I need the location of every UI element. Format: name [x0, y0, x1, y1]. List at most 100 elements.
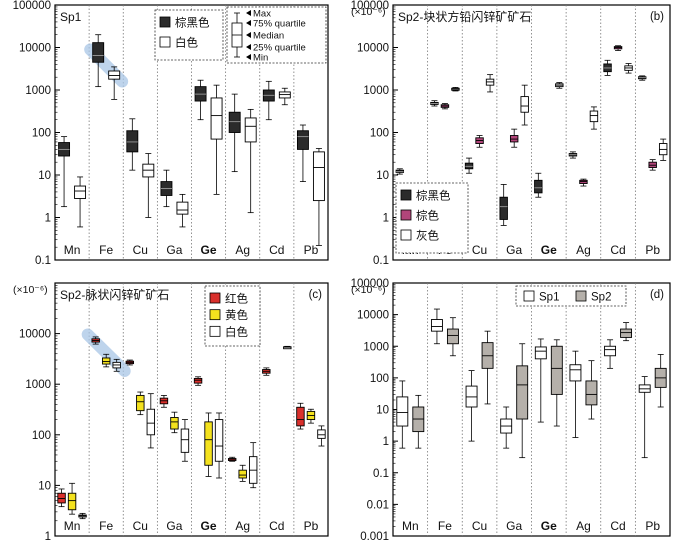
legend-label: 红色: [225, 292, 248, 306]
element-label-pb: Pb: [645, 243, 660, 257]
box-iqr: [228, 111, 241, 133]
box-mn-1: [74, 176, 87, 228]
box-iqr: [146, 408, 156, 436]
legend-label: Sp2: [591, 292, 611, 304]
box-iqr: [176, 201, 189, 215]
legend-swatch: [400, 229, 412, 241]
y-tick-label: 1: [383, 213, 389, 225]
box-iqr: [604, 345, 617, 357]
panel-title: Sp2-脉状闪锌矿矿石: [60, 287, 169, 302]
box-cu-1: [136, 391, 145, 416]
box-cu-1: [142, 153, 155, 218]
panel-a: 0.1 1 10 100 1000 10000 100000 Mn Fe Cu Ga Ge Ag Cd Pb…: [13, 0, 329, 267]
element-label-cu: Cu: [133, 243, 148, 257]
element-label-mn: Mn: [402, 519, 419, 533]
box-pb-0: [296, 124, 309, 182]
key-label: Max: [253, 9, 271, 20]
box-mn-0: [396, 380, 409, 449]
box-ge-1: [550, 339, 563, 427]
box-ag-0: [228, 93, 241, 173]
y-tick-label: 10: [38, 480, 51, 492]
box-iqr: [534, 179, 543, 194]
element-label-cd: Cd: [269, 243, 284, 257]
box-fe-0: [430, 308, 443, 345]
element-label-pb: Pb: [304, 519, 319, 533]
y-tick-label: 0.001: [360, 531, 389, 543]
y-tick-label: 0.1: [373, 468, 389, 480]
box-iqr: [180, 428, 190, 453]
y-tick-label: 100000: [351, 278, 389, 290]
element-label-mn: Mn: [64, 519, 81, 533]
box-iqr: [101, 357, 111, 365]
element-label-ga: Ga: [506, 519, 522, 533]
element-label-ag: Ag: [235, 519, 250, 533]
box-pb-1: [654, 354, 667, 408]
box-iqr: [534, 346, 547, 360]
box-iqr: [74, 185, 87, 199]
box-pb-0: [296, 402, 305, 430]
box-iqr: [585, 380, 598, 406]
box-mn-0: [395, 168, 405, 175]
legend-swatch: [209, 309, 221, 321]
box-iqr: [430, 319, 443, 332]
box-ga-2: [520, 84, 529, 126]
element-label-fe: Fe: [99, 243, 113, 257]
box-fe-1: [108, 66, 121, 100]
y-tick-label: 1000: [25, 379, 51, 391]
box-iqr: [317, 429, 326, 439]
box-cu-1: [475, 135, 484, 148]
box-iqr: [396, 396, 409, 427]
legend-frame: [154, 9, 224, 61]
y-tick-label: 10: [376, 405, 389, 417]
y-tick-label: 100: [370, 128, 389, 140]
box-iqr: [204, 421, 213, 466]
y-tick-label: 10: [376, 170, 389, 182]
legend-swatch: [159, 36, 171, 48]
box-iqr: [193, 377, 203, 384]
box-iqr: [446, 328, 459, 345]
element-label-pb: Pb: [304, 243, 319, 257]
legend-label: 白色: [225, 325, 248, 339]
box-iqr: [589, 110, 599, 123]
box-cd-1: [620, 322, 633, 342]
element-label-ag: Ag: [576, 243, 591, 257]
box-ge-0: [534, 338, 547, 423]
box-cu-2: [146, 393, 156, 449]
y-tick-label: 0.01: [367, 499, 389, 511]
box-ag-0: [569, 350, 582, 438]
key-frame: [226, 6, 327, 64]
legend-label: 棕黑色: [416, 189, 451, 203]
box-ga-2: [180, 419, 190, 462]
box-ga-0: [159, 395, 169, 408]
element-label-ga: Ga: [166, 243, 182, 257]
legend-swatch: [575, 290, 587, 302]
box-iqr: [569, 364, 582, 382]
panel-label: (d): [650, 289, 664, 301]
legend-label: 棕黑色: [175, 16, 210, 30]
panel-title: Sp2-块状方铅闪锌矿矿石: [398, 9, 531, 24]
element-label-cu: Cu: [472, 519, 487, 533]
box-iqr: [244, 117, 257, 143]
box-mn-1: [67, 482, 77, 515]
box-ge-0: [534, 172, 543, 198]
y-tick-label: 10000: [19, 329, 51, 341]
box-pb-1: [312, 148, 325, 246]
box-ga-1: [170, 411, 179, 434]
box-iqr: [516, 365, 529, 420]
box-iqr: [296, 406, 305, 427]
legend-label: 白色: [175, 36, 198, 50]
box-ag-1: [579, 178, 588, 187]
box-iqr: [312, 151, 325, 202]
unit-label: (×10⁻⁶): [351, 284, 386, 296]
element-label-ag: Ag: [576, 519, 591, 533]
y-tick-label: 10000: [357, 310, 389, 322]
box-iqr: [67, 492, 77, 511]
box-ag-1: [238, 464, 247, 482]
legend-frame: [515, 285, 627, 307]
y-tick-label: 100000: [13, 0, 51, 12]
panel-c: 1 10 100 1000 10000 (×10⁻⁶) Mn Fe Cu Ga Ge Ag Cd Pb Sp…: [13, 282, 329, 543]
